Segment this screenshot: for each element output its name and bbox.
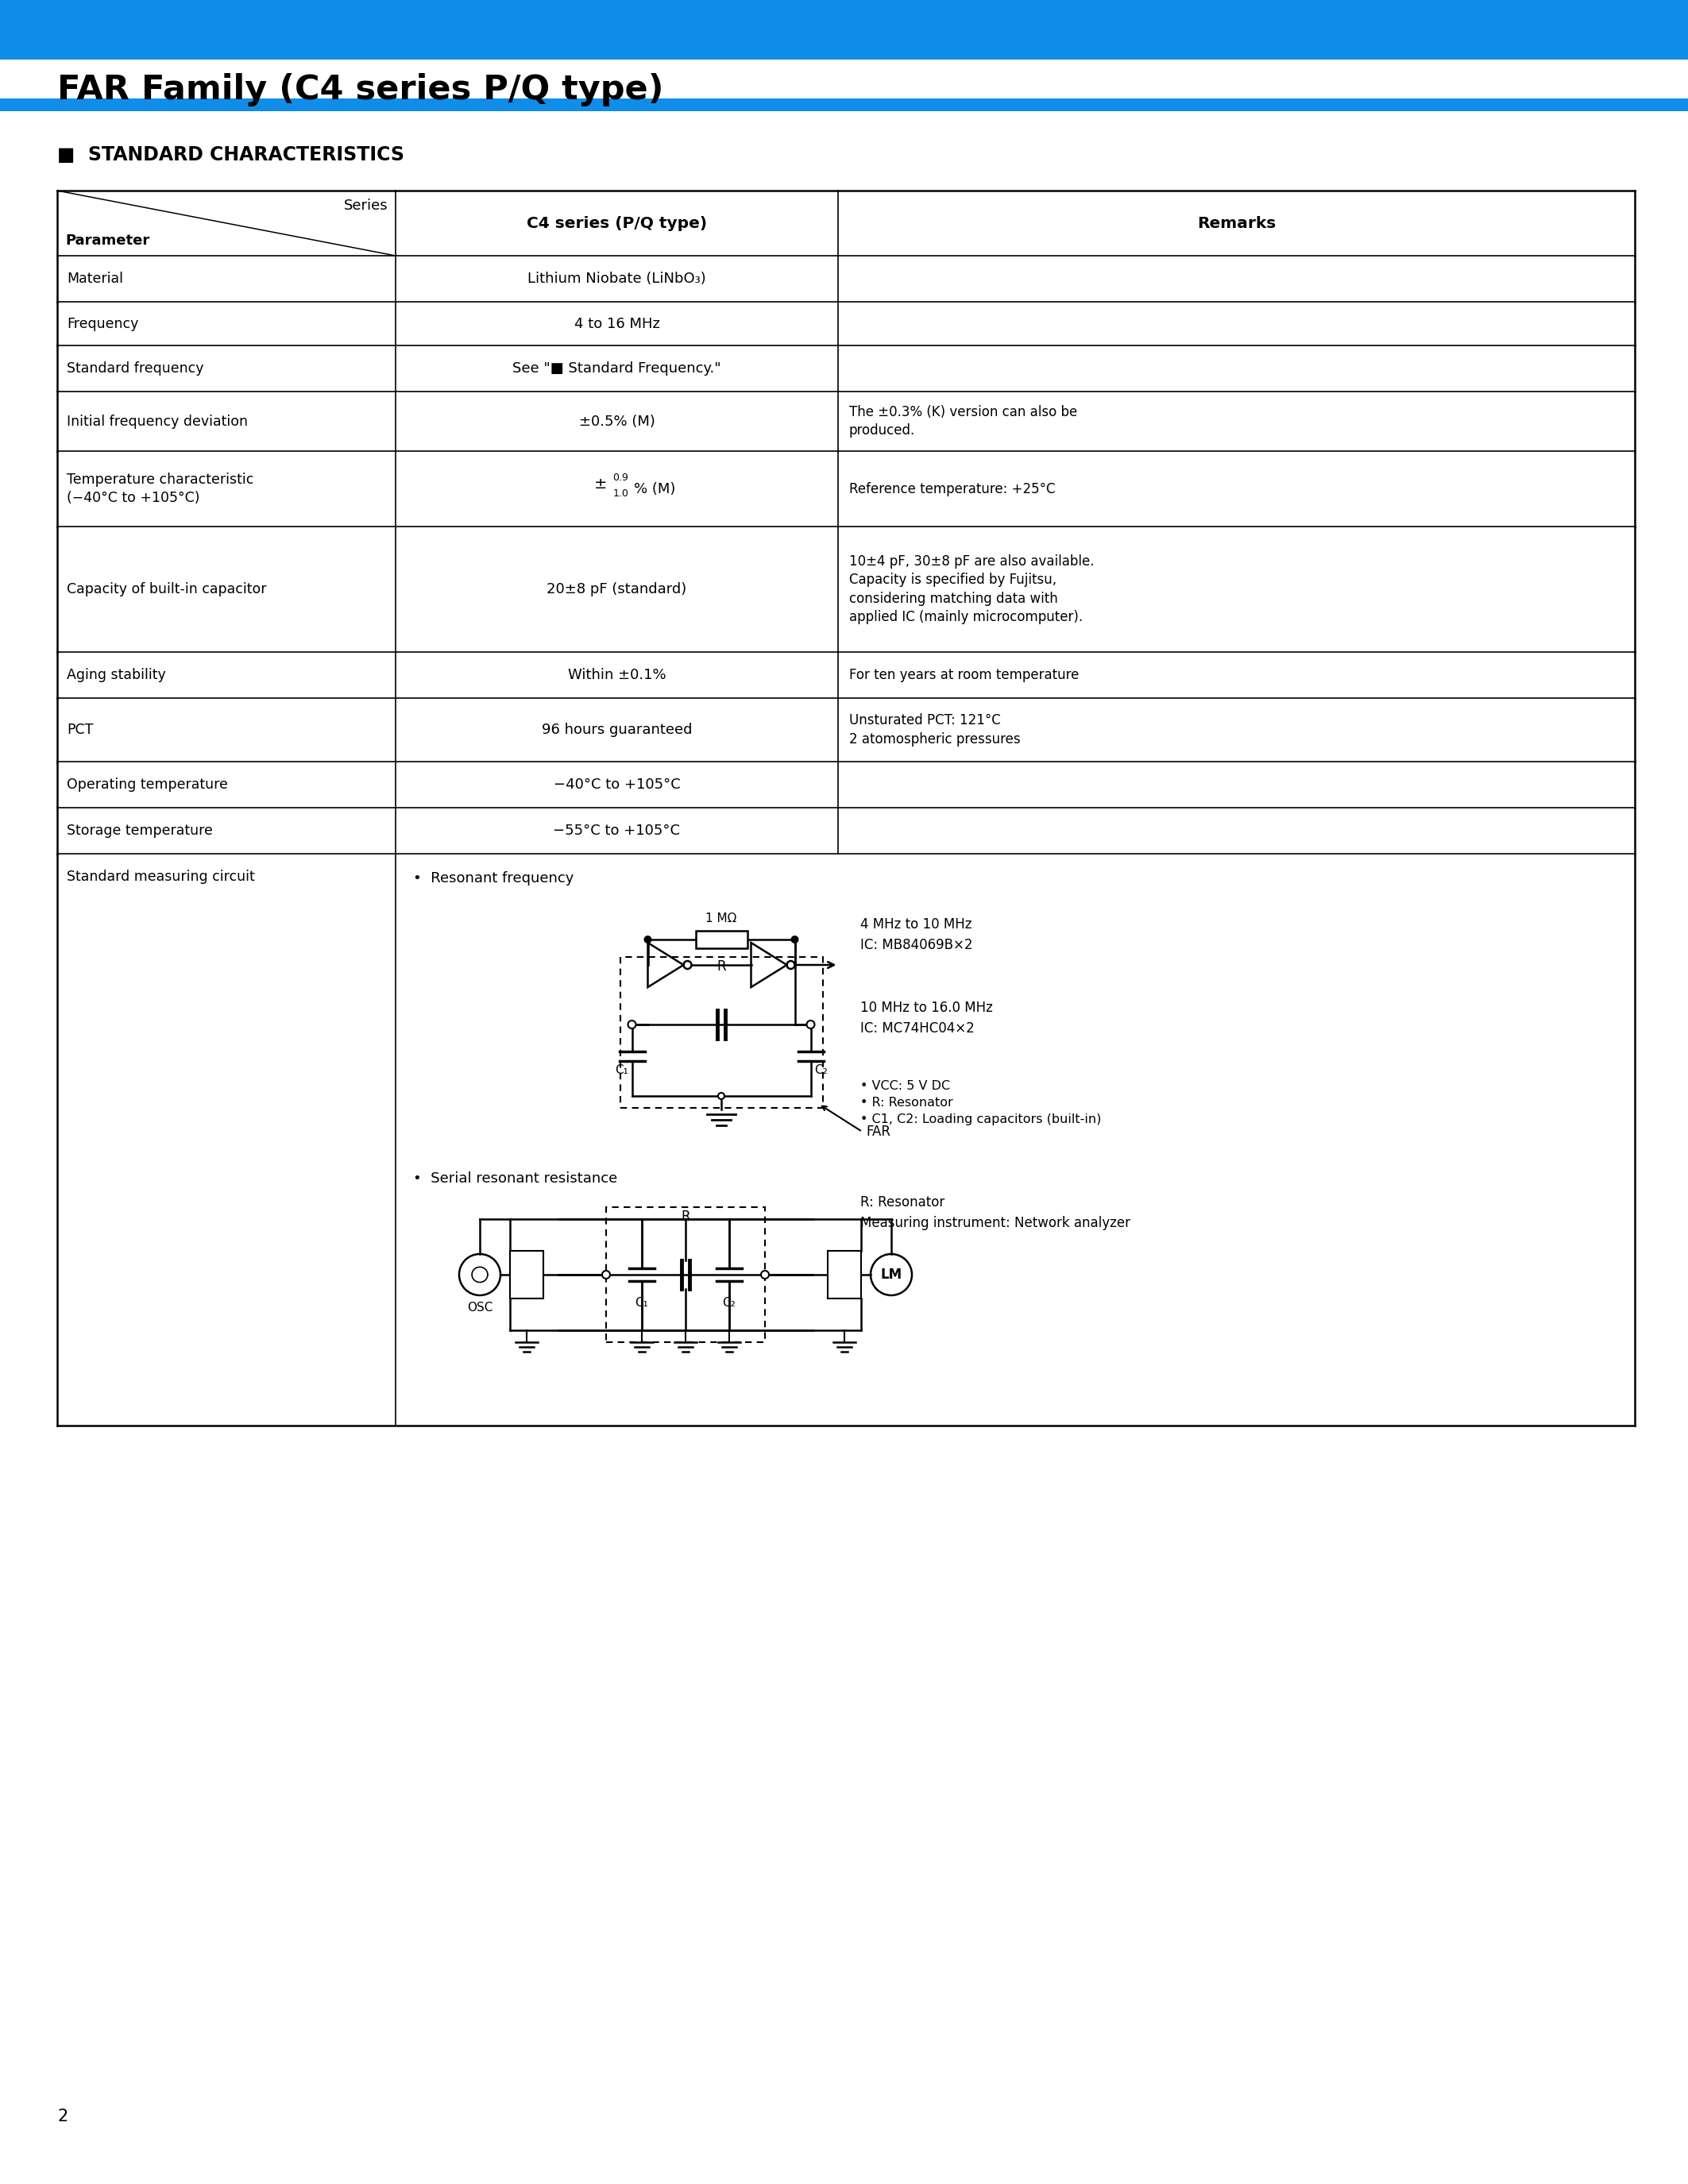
Bar xyxy=(0,0,1688,59)
Text: Standard measuring circuit: Standard measuring circuit xyxy=(68,869,255,885)
Text: 20±8 pF (standard): 20±8 pF (standard) xyxy=(547,583,687,596)
Text: −55°C to +105°C: −55°C to +105°C xyxy=(554,823,680,839)
Text: 4 MHz to 10 MHz
IC: MB84069B×2: 4 MHz to 10 MHz IC: MB84069B×2 xyxy=(861,917,972,952)
Text: Within ±0.1%: Within ±0.1% xyxy=(567,668,665,681)
Text: ■  STANDARD CHARACTERISTICS: ■ STANDARD CHARACTERISTICS xyxy=(57,146,405,164)
Text: Temperature characteristic
(−40°C to +105°C): Temperature characteristic (−40°C to +10… xyxy=(68,472,253,505)
Circle shape xyxy=(603,1271,609,1278)
Text: 1 MΩ: 1 MΩ xyxy=(706,913,738,924)
Circle shape xyxy=(761,1271,770,1278)
Text: Unsturated PCT: 121°C
2 atomospheric pressures: Unsturated PCT: 121°C 2 atomospheric pre… xyxy=(849,714,1021,747)
Text: 10 MHz to 16.0 MHz
IC: MC74HC04×2: 10 MHz to 16.0 MHz IC: MC74HC04×2 xyxy=(861,1000,993,1035)
Text: Lithium Niobate (LiNbO₃): Lithium Niobate (LiNbO₃) xyxy=(528,271,706,286)
Bar xyxy=(619,957,822,1107)
Text: Series: Series xyxy=(343,199,388,212)
Text: 1.0: 1.0 xyxy=(613,489,628,498)
Circle shape xyxy=(643,935,652,943)
Text: 75 Ω: 75 Ω xyxy=(830,1269,859,1280)
Text: C4 series (P/Q type): C4 series (P/Q type) xyxy=(527,216,707,232)
Circle shape xyxy=(790,935,798,943)
Text: • VCC: 5 V DC
• R: Resonator
• C1, C2: Loading capacitors (built-in): • VCC: 5 V DC • R: Resonator • C1, C2: L… xyxy=(861,1081,1101,1125)
Circle shape xyxy=(807,1020,815,1029)
Text: −40°C to +105°C: −40°C to +105°C xyxy=(554,778,680,793)
Text: LM: LM xyxy=(881,1267,901,1282)
Text: •  Resonant frequency: • Resonant frequency xyxy=(414,871,574,885)
Text: Parameter: Parameter xyxy=(66,234,150,247)
Text: C₂: C₂ xyxy=(722,1297,736,1308)
Circle shape xyxy=(628,1020,636,1029)
Text: % (M): % (M) xyxy=(635,483,675,496)
Text: 2: 2 xyxy=(57,2108,68,2125)
Bar xyxy=(695,930,748,948)
Text: C₂: C₂ xyxy=(815,1064,827,1077)
Text: 75 Ω: 75 Ω xyxy=(513,1269,540,1280)
Text: R: R xyxy=(680,1210,690,1223)
Text: C₁: C₁ xyxy=(614,1064,628,1077)
Text: 0.9: 0.9 xyxy=(613,472,628,483)
Text: ±: ± xyxy=(594,476,608,491)
Text: C₁: C₁ xyxy=(635,1297,648,1308)
Text: PCT: PCT xyxy=(68,723,93,736)
Text: ±0.5% (M): ±0.5% (M) xyxy=(579,415,655,428)
Text: Storage temperature: Storage temperature xyxy=(68,823,213,839)
Text: Standard frequency: Standard frequency xyxy=(68,360,204,376)
Bar xyxy=(0,98,1688,111)
Text: 4 to 16 MHz: 4 to 16 MHz xyxy=(574,317,660,330)
Text: R: R xyxy=(717,959,726,974)
Text: Remarks: Remarks xyxy=(1197,216,1276,232)
Text: See "■ Standard Frequency.": See "■ Standard Frequency." xyxy=(513,360,721,376)
Text: FAR Family (C4 series P/Q type): FAR Family (C4 series P/Q type) xyxy=(57,72,663,107)
Circle shape xyxy=(717,1092,724,1099)
Text: R: Resonator
Measuring instrument: Network analyzer: R: Resonator Measuring instrument: Netwo… xyxy=(861,1195,1131,1230)
Text: Aging stability: Aging stability xyxy=(68,668,165,681)
Text: OSC: OSC xyxy=(468,1302,493,1313)
Text: Frequency: Frequency xyxy=(68,317,138,330)
Bar xyxy=(606,1208,765,1343)
Text: Capacity of built-in capacitor: Capacity of built-in capacitor xyxy=(68,583,267,596)
Bar xyxy=(827,1251,861,1299)
Text: Reference temperature: +25°C: Reference temperature: +25°C xyxy=(849,483,1055,496)
Text: The ±0.3% (K) version can also be
produced.: The ±0.3% (K) version can also be produc… xyxy=(849,404,1077,437)
Text: 10±4 pF, 30±8 pF are also available.
Capacity is specified by Fujitsu,
consideri: 10±4 pF, 30±8 pF are also available. Cap… xyxy=(849,555,1094,625)
Text: 96 hours guaranteed: 96 hours guaranteed xyxy=(542,723,692,736)
Text: Initial frequency deviation: Initial frequency deviation xyxy=(68,415,248,428)
Text: Operating temperature: Operating temperature xyxy=(68,778,228,793)
Text: FAR: FAR xyxy=(866,1125,891,1138)
Text: Material: Material xyxy=(68,271,123,286)
Bar xyxy=(510,1251,544,1299)
Text: •  Serial resonant resistance: • Serial resonant resistance xyxy=(414,1171,618,1186)
Text: For ten years at room temperature: For ten years at room temperature xyxy=(849,668,1079,681)
